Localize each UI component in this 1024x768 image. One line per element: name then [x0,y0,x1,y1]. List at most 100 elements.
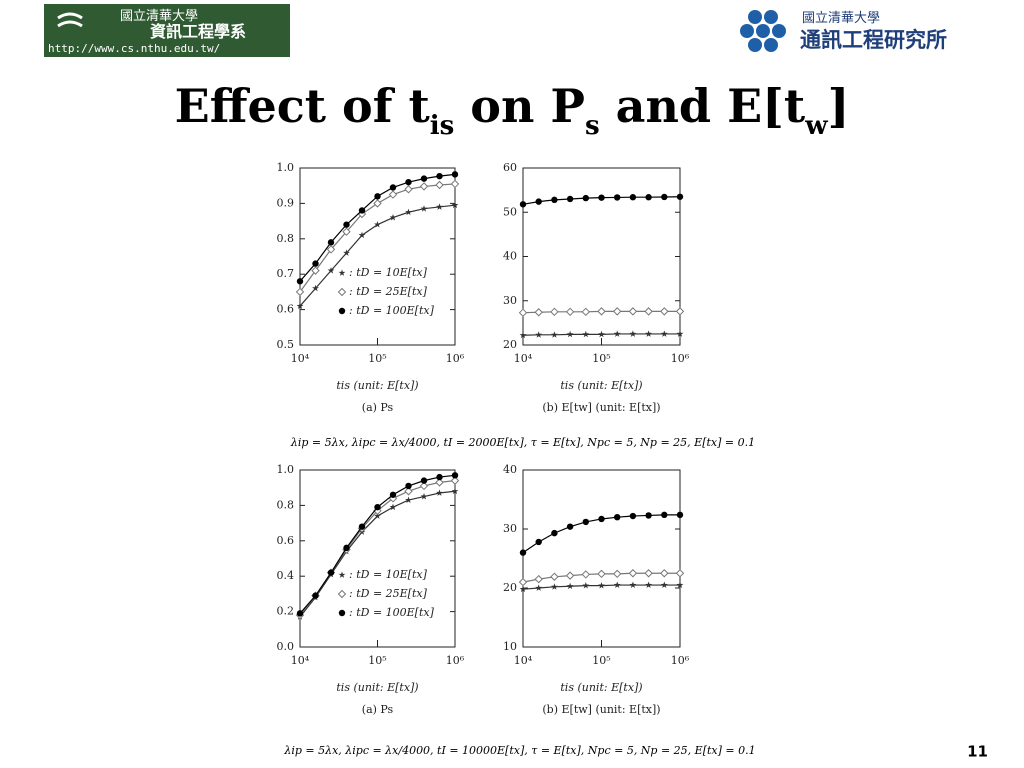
y-tick-label: 0.2 [277,605,295,618]
marker [612,307,622,316]
x-tick-label: 10⁴ [514,352,533,365]
marker [450,179,460,189]
marker [661,193,668,201]
marker [598,582,605,589]
marker [535,584,543,591]
marker [613,581,621,588]
marker [420,175,428,182]
y-tick-label: 0.7 [277,267,295,280]
marker [534,574,543,584]
left-url: http://www.cs.nthu.edu.tw/ [48,42,220,55]
marker [327,239,335,246]
y-tick-label: 10 [503,640,517,653]
marker [311,266,320,275]
marker [451,472,459,479]
legend-marker [337,589,347,599]
marker [374,193,381,200]
x-axis-label: tis (unit: E[tx]) [336,379,418,392]
marker [312,260,319,267]
title-part: on P [454,79,585,133]
right-school: 國立清華大學 [802,11,880,26]
x-tick-label: 10⁴ [291,654,310,667]
marker [295,287,305,297]
marker [419,182,429,191]
marker [343,221,350,228]
legend-label: : tD = 10E[tx] [349,266,428,279]
marker [327,569,335,576]
marker [660,569,669,578]
marker [296,278,304,285]
caption: λip = 5λx, λipc = λx/4000, tI = 10000E[t… [283,744,755,757]
chart-subtitle: (a) Ps [362,401,394,414]
marker [419,481,429,491]
marker [676,511,684,519]
marker [550,572,559,581]
marker [645,581,653,588]
legend-marker [338,307,346,315]
marker [374,512,381,519]
y-tick-label: 30 [503,522,517,535]
marker [343,544,350,552]
marker [519,201,527,208]
marker [551,196,558,204]
left-dept: 資訊工程學系 [150,22,246,41]
title-part: and E[t [600,79,806,133]
y-tick-label: 0.5 [277,338,295,351]
marker [435,478,444,487]
legend-label: : tD = 100E[tx] [349,304,435,317]
marker [535,538,542,546]
title-sub: s [585,111,600,141]
marker [404,185,413,194]
marker [327,267,335,274]
marker [629,194,637,201]
title-part: Effect of t [175,79,431,133]
legend-marker [338,269,346,276]
marker [388,190,398,199]
y-tick-label: 40 [503,250,517,263]
marker [534,308,543,317]
title-part: ] [828,79,850,133]
x-tick-label: 10⁶ [671,654,690,667]
marker [581,307,591,317]
marker [661,511,668,519]
chart-subtitle: (b) E[tw] (unit: E[tx]) [542,401,660,414]
y-tick-label: 20 [503,338,517,351]
marker [519,549,527,556]
plot-frame [299,469,456,648]
plot-frame [522,469,681,648]
marker [629,330,637,337]
x-tick-label: 10⁶ [671,352,690,365]
y-tick-label: 0.9 [277,196,295,209]
marker [420,492,428,500]
chart-subtitle: (a) Ps [362,703,394,716]
marker [582,194,590,202]
y-tick-label: 0.8 [277,232,295,245]
marker [535,331,543,338]
marker [550,583,558,590]
marker [374,503,381,511]
marker [612,569,622,579]
legend-marker [338,609,346,617]
marker [566,523,574,530]
marker [581,570,591,579]
left-school: 國立清華大學 [120,9,198,24]
marker [582,330,590,338]
marker [660,581,668,588]
marker [389,491,397,498]
slide-title: Effect of tis on Ps and E[tw] [175,79,850,141]
x-tick-label: 10⁴ [514,654,533,667]
legend-label: : tD = 25E[tx] [349,587,428,600]
marker [296,302,304,309]
legend-label: : tD = 100E[tx] [349,606,435,619]
marker [451,201,459,209]
marker [358,523,366,530]
marker [645,512,652,519]
marker [451,171,459,178]
marker [613,330,621,337]
y-tick-label: 1.0 [277,161,295,174]
marker [613,514,621,521]
marker [312,592,319,599]
marker [436,489,443,496]
x-tick-label: 10⁶ [446,352,465,365]
marker [404,487,413,496]
